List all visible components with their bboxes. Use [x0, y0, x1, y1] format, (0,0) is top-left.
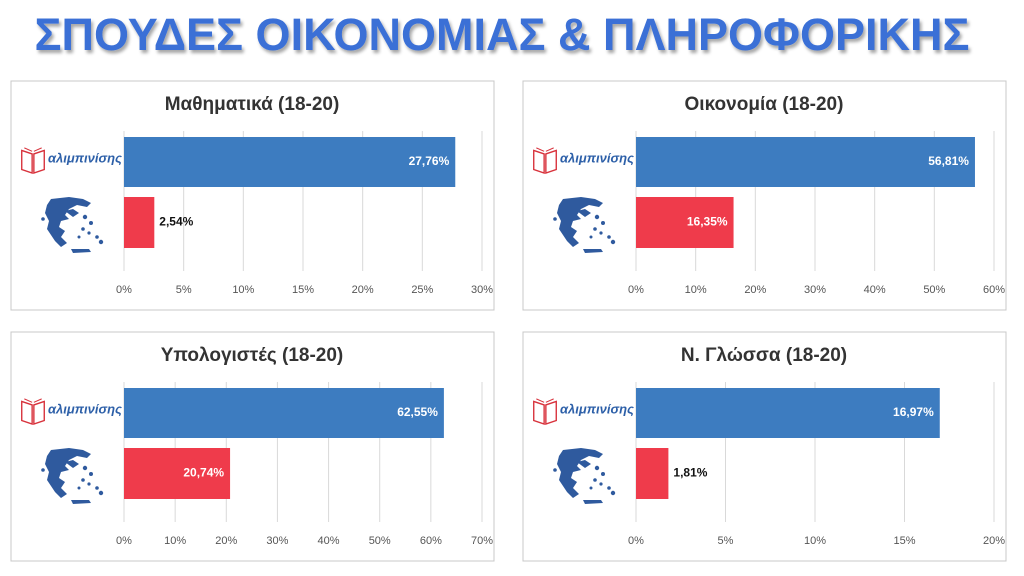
x-tick-label: 10% — [804, 535, 826, 547]
panel — [522, 80, 1007, 311]
value-label: 56,81% — [928, 154, 969, 168]
x-tick-label: 30% — [804, 284, 826, 296]
bar — [636, 388, 940, 438]
x-tick-label: 40% — [864, 284, 886, 296]
x-tick-label: 70% — [471, 535, 493, 547]
bar — [636, 197, 734, 248]
chart-title: Μαθηματικά (18-20) — [165, 94, 340, 115]
x-tick-label: 30% — [266, 535, 288, 547]
value-label: 1,81% — [673, 466, 707, 480]
x-tick-label: 15% — [893, 535, 915, 547]
bar — [124, 448, 231, 499]
panel — [10, 331, 495, 562]
x-tick-label: 50% — [369, 535, 391, 547]
x-tick-label: 10% — [685, 284, 707, 296]
x-tick-label: 50% — [923, 284, 945, 296]
panel — [522, 331, 1007, 562]
x-tick-label: 20% — [983, 535, 1005, 547]
x-tick-label: 20% — [215, 535, 237, 547]
x-tick-label: 40% — [318, 535, 340, 547]
x-tick-label: 60% — [420, 535, 442, 547]
x-tick-label: 30% — [471, 284, 493, 296]
category-logo-text: αλιμπινίσης — [560, 150, 634, 165]
x-tick-label: 5% — [176, 284, 192, 296]
value-label: 27,76% — [409, 154, 450, 168]
value-label: 16,97% — [893, 405, 934, 419]
x-tick-label: 20% — [352, 284, 374, 296]
slide-title: ΣΠΟΥΔΕΣ ΟΙΚΟΝΟΜΙΑΣ & ΠΛΗΡΟΦΟΡΙΚΗΣ — [35, 9, 970, 60]
x-tick-label: 15% — [292, 284, 314, 296]
value-label: 20,74% — [183, 466, 224, 480]
x-tick-label: 0% — [116, 284, 132, 296]
bar — [124, 388, 444, 438]
category-logo-text: αλιμπινίσης — [560, 401, 634, 416]
chart-title: Υπολογιστές (18-20) — [161, 345, 344, 366]
bar — [124, 137, 456, 187]
value-label: 16,35% — [687, 215, 728, 229]
value-label: 62,55% — [397, 405, 438, 419]
bar — [636, 448, 669, 499]
x-tick-label: 0% — [628, 535, 644, 547]
chart-title: Ν. Γλώσσα (18-20) — [681, 345, 847, 366]
chart-title: Οικονομία (18-20) — [685, 94, 844, 115]
x-tick-label: 0% — [116, 535, 132, 547]
category-logo-text: αλιμπινίσης — [48, 401, 122, 416]
x-tick-label: 10% — [232, 284, 254, 296]
bar — [124, 197, 155, 248]
panel — [10, 80, 495, 311]
x-tick-label: 25% — [411, 284, 433, 296]
value-label: 2,54% — [159, 215, 193, 229]
x-tick-label: 60% — [983, 284, 1005, 296]
category-logo-text: αλιμπινίσης — [48, 150, 122, 165]
x-tick-label: 5% — [718, 535, 734, 547]
x-tick-label: 20% — [744, 284, 766, 296]
bar — [636, 137, 975, 187]
x-tick-label: 0% — [628, 284, 644, 296]
x-tick-label: 10% — [164, 535, 186, 547]
